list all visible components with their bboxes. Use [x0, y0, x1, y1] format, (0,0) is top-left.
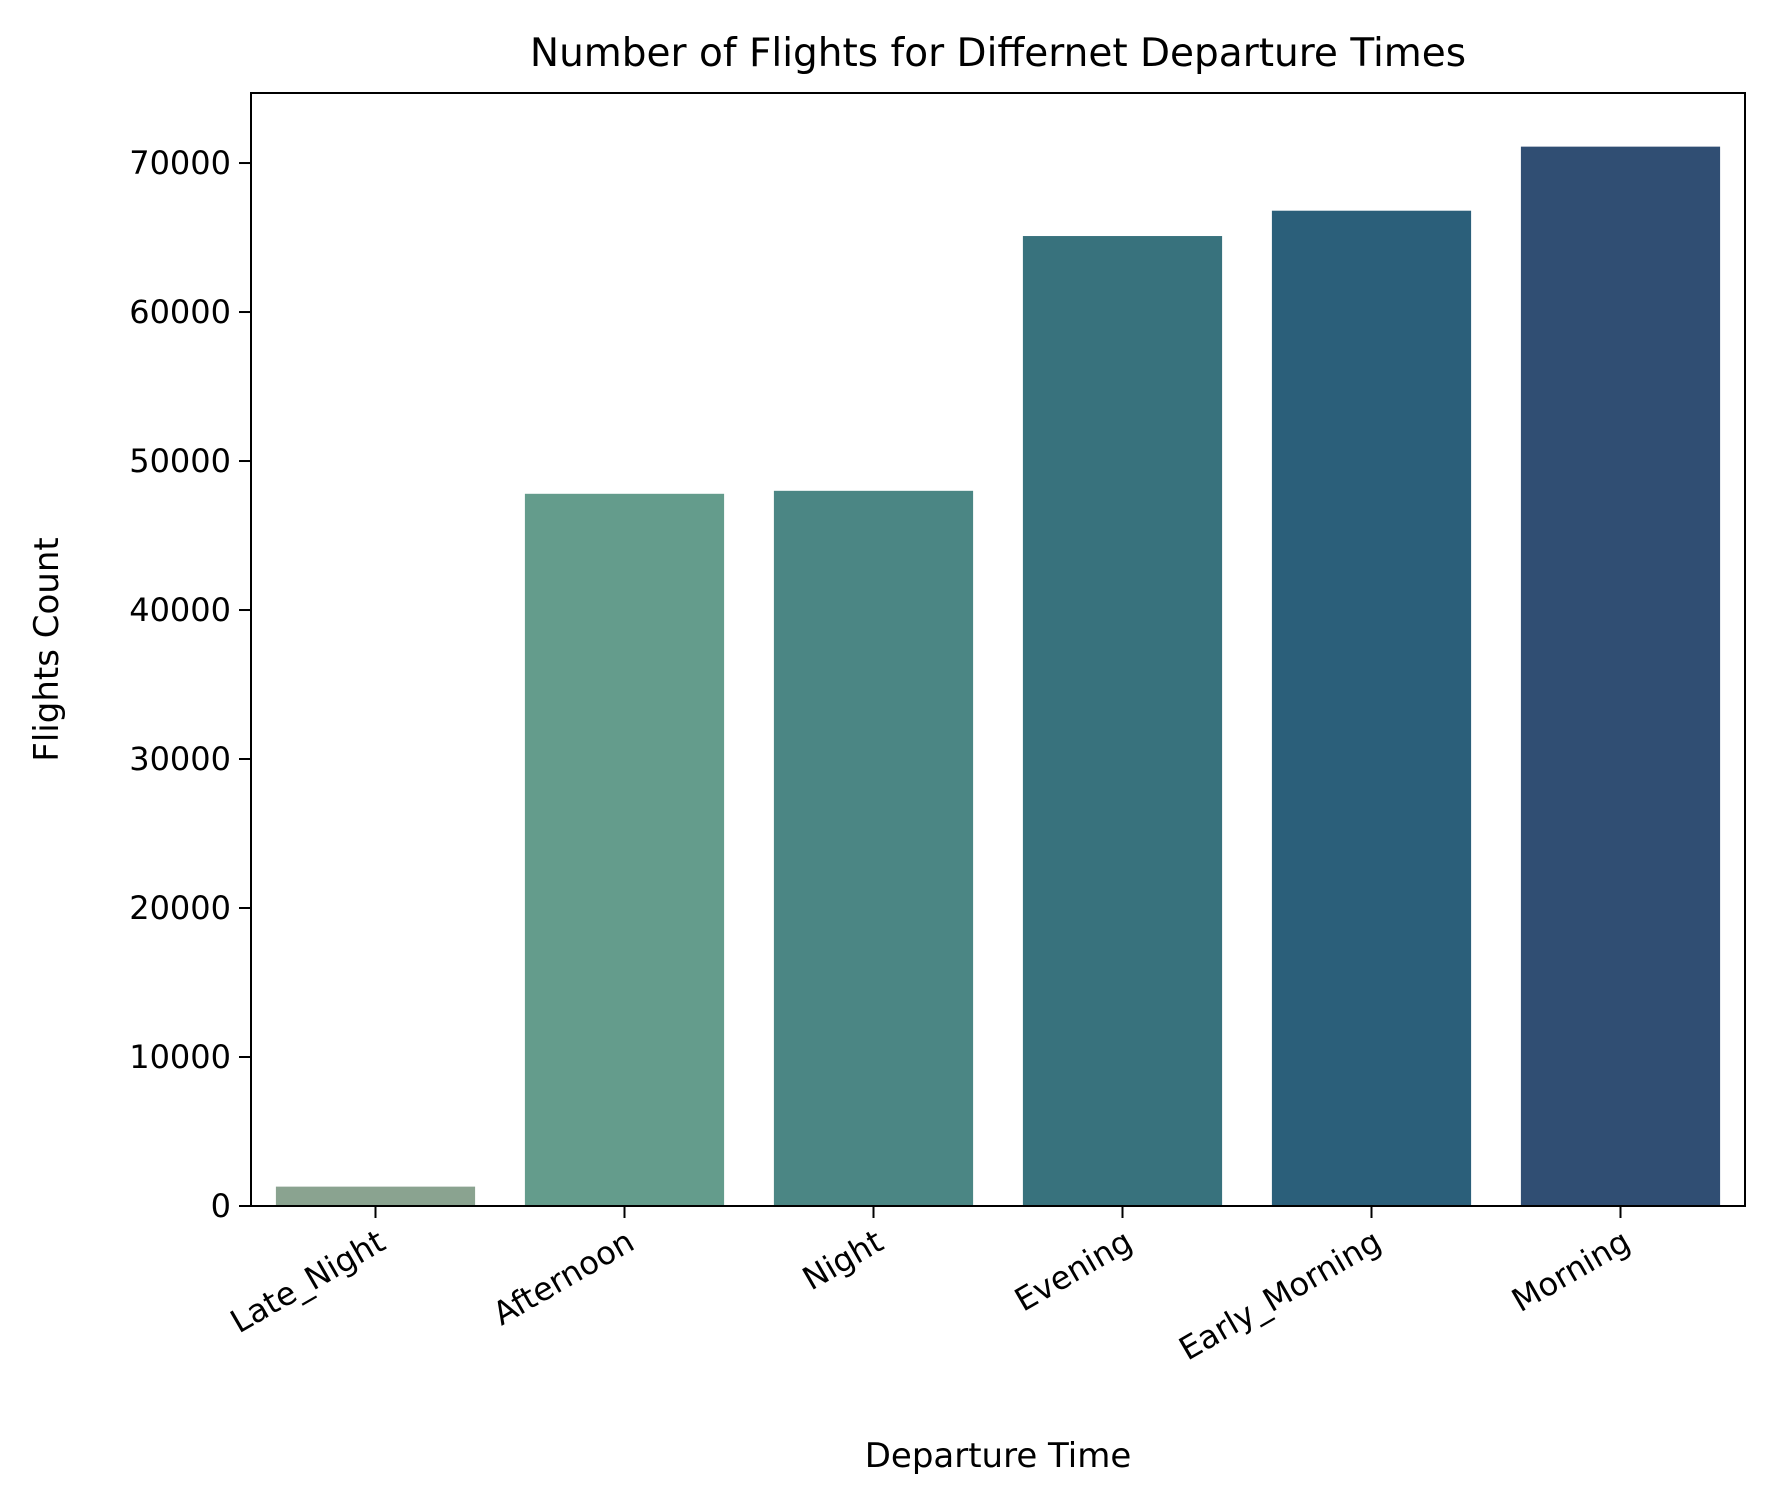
x-tick-label: Morning: [1505, 1222, 1636, 1320]
y-tick-label: 30000: [129, 740, 231, 778]
x-tick-label: Evening: [1008, 1222, 1138, 1319]
bar-morning: [1520, 146, 1721, 1206]
bar-evening: [1022, 236, 1223, 1207]
y-tick-label: 70000: [129, 144, 231, 182]
x-tick-label: Early_Morning: [1172, 1222, 1387, 1368]
y-axis-label: Flights Count: [27, 537, 67, 761]
y-tick-label: 50000: [129, 442, 231, 480]
x-axis: Late_Night Afternoon Night Evening Early_Mor…: [224, 1206, 1637, 1368]
y-tick-label: 0: [211, 1187, 231, 1225]
x-tick-label: Late_Night: [224, 1222, 392, 1341]
plot-frame: [250, 92, 1746, 1207]
y-tick-label: 40000: [129, 591, 231, 629]
chart-title: Number of Flights for Differnet Departur…: [530, 31, 1466, 76]
y-axis: 0 10000 20000 30000 40000 50000 60000 70000: [129, 144, 251, 1225]
bars-group: [275, 146, 1721, 1207]
bar-night: [773, 490, 974, 1206]
x-tick-label: Night: [796, 1222, 889, 1298]
bar-afternoon: [524, 493, 725, 1206]
y-tick-label: 10000: [129, 1038, 231, 1076]
x-axis-label: Departure Time: [865, 1436, 1132, 1476]
y-tick-label: 20000: [129, 889, 231, 927]
bar-late-night: [275, 1186, 476, 1206]
x-tick-label: Afternoon: [486, 1222, 640, 1333]
bar-early-morning: [1271, 210, 1472, 1206]
y-tick-label: 60000: [129, 293, 231, 331]
